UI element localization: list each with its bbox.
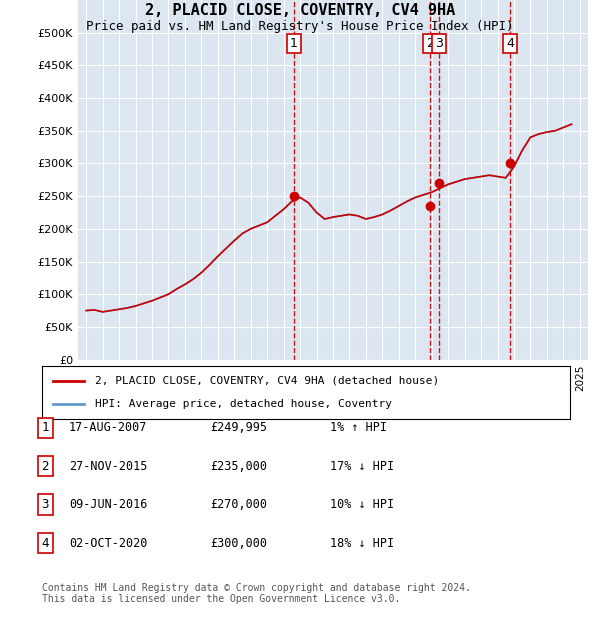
Text: 10% ↓ HPI: 10% ↓ HPI (330, 498, 394, 511)
Text: £235,000: £235,000 (210, 460, 267, 472)
Text: £270,000: £270,000 (210, 498, 267, 511)
Text: Contains HM Land Registry data © Crown copyright and database right 2024.
This d: Contains HM Land Registry data © Crown c… (42, 583, 471, 604)
Text: 27-NOV-2015: 27-NOV-2015 (69, 460, 148, 472)
Text: Price paid vs. HM Land Registry's House Price Index (HPI): Price paid vs. HM Land Registry's House … (86, 20, 514, 33)
Text: 1% ↑ HPI: 1% ↑ HPI (330, 422, 387, 434)
Text: 3: 3 (41, 498, 49, 511)
Text: 4: 4 (506, 37, 514, 50)
Text: 02-OCT-2020: 02-OCT-2020 (69, 537, 148, 549)
Text: 17-AUG-2007: 17-AUG-2007 (69, 422, 148, 434)
Text: 2: 2 (426, 37, 434, 50)
Text: HPI: Average price, detached house, Coventry: HPI: Average price, detached house, Cove… (95, 399, 392, 409)
Text: 18% ↓ HPI: 18% ↓ HPI (330, 537, 394, 549)
Text: £300,000: £300,000 (210, 537, 267, 549)
Text: 2, PLACID CLOSE, COVENTRY, CV4 9HA: 2, PLACID CLOSE, COVENTRY, CV4 9HA (145, 3, 455, 18)
Text: 09-JUN-2016: 09-JUN-2016 (69, 498, 148, 511)
Text: 2, PLACID CLOSE, COVENTRY, CV4 9HA (detached house): 2, PLACID CLOSE, COVENTRY, CV4 9HA (deta… (95, 376, 439, 386)
Text: 17% ↓ HPI: 17% ↓ HPI (330, 460, 394, 472)
Text: 3: 3 (435, 37, 443, 50)
Text: 1: 1 (290, 37, 298, 50)
Text: 1: 1 (41, 422, 49, 434)
Text: 2: 2 (41, 460, 49, 472)
Text: 4: 4 (41, 537, 49, 549)
Text: £249,995: £249,995 (210, 422, 267, 434)
